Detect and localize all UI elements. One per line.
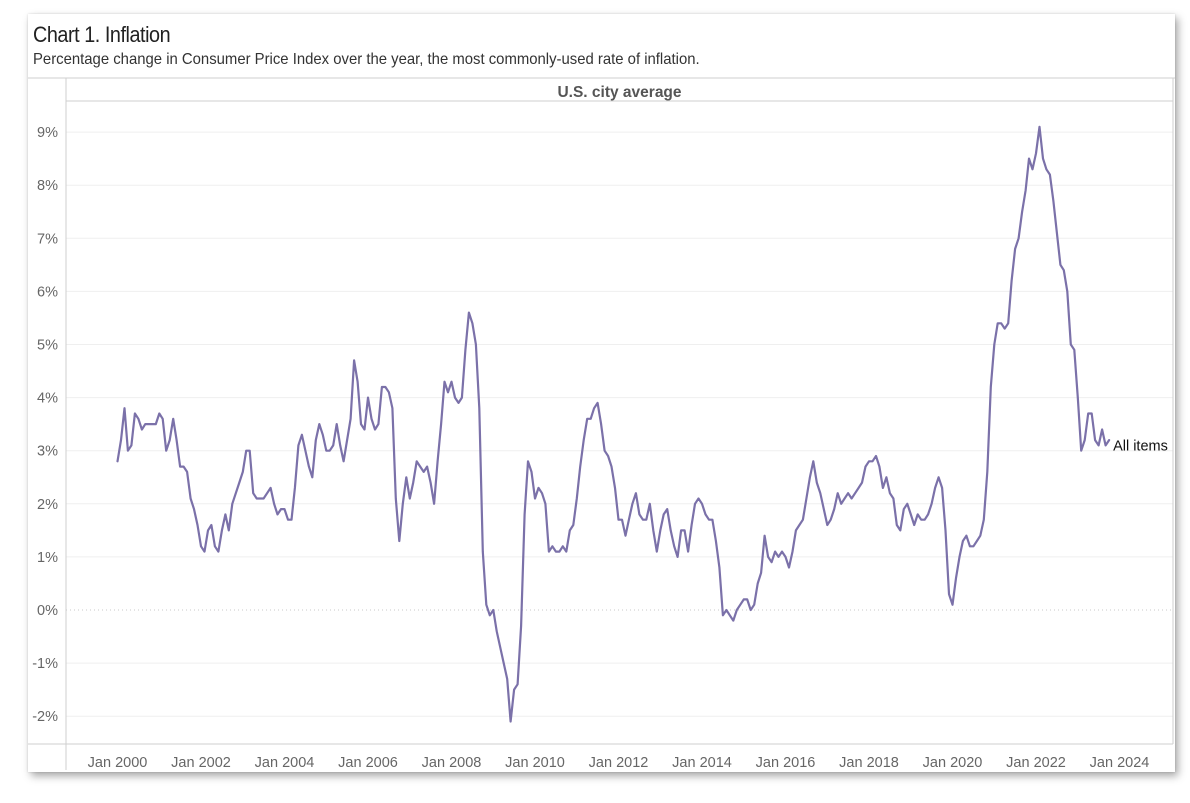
x-tick-label: Jan 2022 [1006, 755, 1066, 771]
x-tick-label: Jan 2010 [505, 755, 565, 771]
y-tick-label: 7% [37, 231, 58, 247]
y-tick-label: -1% [32, 656, 58, 672]
y-tick-label: 1% [37, 550, 58, 566]
x-axis-labels: Jan 2000 Jan 2002 Jan 2004 Jan 2006 Jan 2008… [88, 755, 1150, 771]
y-tick-label: 6% [37, 284, 58, 300]
x-tick-label: Jan 2020 [923, 755, 983, 771]
y-tick-label: 5% [37, 338, 58, 354]
x-tick-label: Jan 2024 [1090, 755, 1150, 771]
line-chart: U.S. city average -2% -1% 0% 1% 2% 3% 4% 5% 6% 7%… [28, 77, 1175, 771]
x-tick-label: Jan 2018 [839, 755, 899, 771]
plot-frame [28, 77, 1175, 770]
series-end-label: All items [1113, 438, 1168, 454]
x-tick-label: Jan 2014 [672, 755, 732, 771]
x-tick-label: Jan 2008 [422, 755, 482, 771]
chart-card: Chart 1. Inflation Percentage change in … [28, 14, 1175, 772]
gridlines [66, 131, 1173, 717]
y-tick-label: 0% [37, 603, 58, 619]
y-tick-label: 4% [37, 391, 58, 407]
x-tick-label: Jan 2012 [589, 755, 649, 771]
y-tick-label: 3% [37, 444, 58, 460]
series-layer: All items [116, 125, 1168, 723]
y-axis-labels: -2% -1% 0% 1% 2% 3% 4% 5% 6% 7% 8% 9% [32, 125, 58, 725]
y-tick-label: -2% [32, 709, 58, 725]
chart-subtitle: Percentage change in Consumer Price Inde… [33, 51, 700, 68]
x-tick-label: Jan 2002 [171, 755, 231, 771]
x-tick-label: Jan 2004 [255, 755, 315, 771]
series-line [116, 125, 1111, 723]
panel-title: U.S. city average [557, 84, 681, 101]
chart-title: Chart 1. Inflation [33, 22, 171, 47]
x-tick-label: Jan 2006 [338, 755, 398, 771]
x-tick-label: Jan 2000 [88, 755, 148, 771]
y-tick-label: 8% [37, 178, 58, 194]
y-tick-label: 9% [37, 125, 58, 141]
y-tick-label: 2% [37, 497, 58, 513]
x-tick-label: Jan 2016 [756, 755, 816, 771]
